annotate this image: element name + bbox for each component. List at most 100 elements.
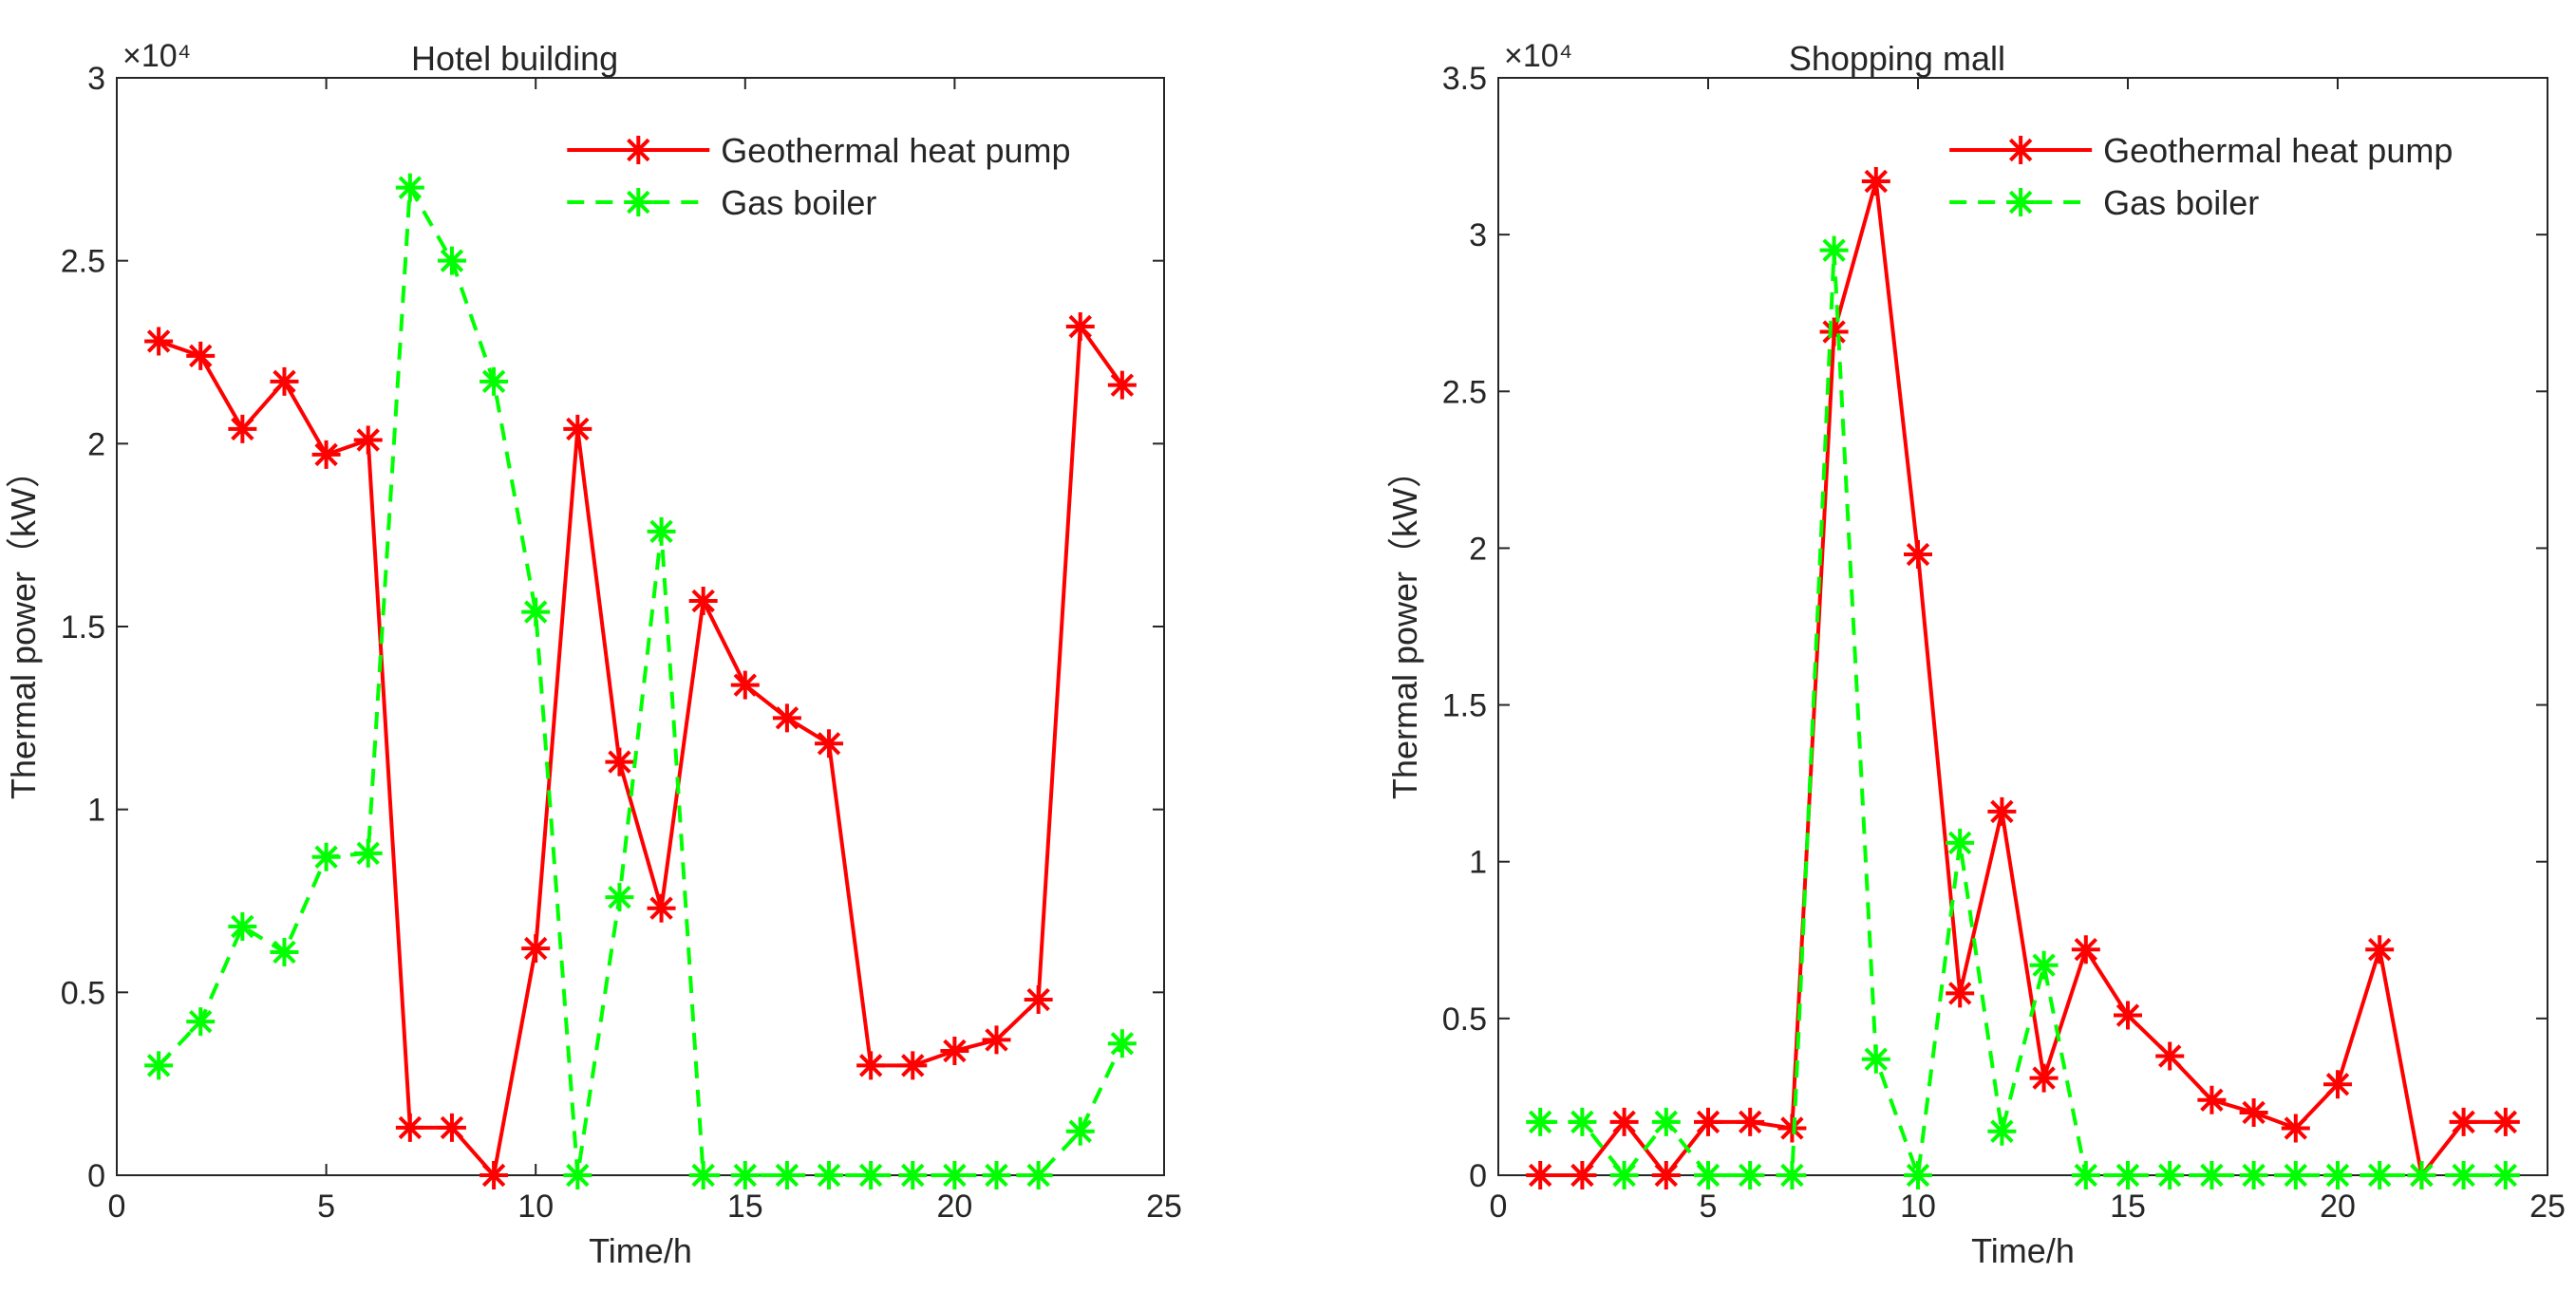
chart1-series-geothermal-heat-pump-point-15 <box>2114 1001 2142 1030</box>
chart0-ytick-label-1-5: 1.5 <box>61 609 105 646</box>
chart1-series-gas-boiler-point-1 <box>1526 1107 1555 1136</box>
chart1-ytick-label-0-5: 0.5 <box>1442 1002 1487 1038</box>
chart1-series-geothermal-heat-pump-point-1 <box>1526 1161 1555 1189</box>
chart0-series-gas-boiler-point-9 <box>479 366 509 396</box>
chart0-legend-geothermal-heat-pump-marker <box>624 136 653 164</box>
chart0-legend-gas-boiler: Gas boiler <box>567 183 876 222</box>
chart1-series-geothermal-heat-pump-point-7 <box>1777 1114 1807 1143</box>
chart0-series-geothermal-heat-pump-point-7 <box>395 1113 424 1142</box>
chart0-series-geothermal-heat-pump-point-8 <box>437 1113 466 1142</box>
chart1-series-gas-boiler-point-16 <box>2155 1161 2185 1189</box>
chart1-series-geothermal-heat-pump-point-20 <box>2323 1070 2352 1099</box>
chart0-series-geothermal-heat-pump-point-16 <box>772 703 801 733</box>
chart0-series-gas-boiler-point-17 <box>815 1161 844 1189</box>
chart0-series-geothermal-heat-pump-point-19 <box>898 1051 928 1080</box>
chart1-series-gas-boiler-point-18 <box>2239 1161 2268 1189</box>
chart0-series-geothermal-heat-pump-point-23 <box>1065 312 1095 342</box>
chart1-series-gas-boiler <box>1526 235 2520 1189</box>
chart1-series-geothermal-heat-pump-point-10 <box>1904 540 1932 570</box>
chart0-ytick-label-3: 3 <box>87 61 105 97</box>
chart0-title: Hotel building <box>411 39 618 78</box>
chart1-series-gas-boiler-point-23 <box>2449 1161 2478 1189</box>
chart1-ytick-label-1: 1 <box>1469 845 1487 881</box>
chart1-series-geothermal-heat-pump-point-4 <box>1651 1161 1681 1189</box>
chart1-xtick-label-0: 0 <box>1490 1189 1508 1225</box>
chart0-series-geothermal-heat-pump-point-9 <box>479 1161 509 1189</box>
chart0-series-geothermal-heat-pump-point-14 <box>688 587 718 616</box>
chart0-series-geothermal-heat-pump-point-11 <box>563 414 592 443</box>
chart1-series-geothermal-heat-pump-point-16 <box>2155 1041 2185 1071</box>
chart0-series-geothermal-heat-pump-point-10 <box>521 934 551 964</box>
chart1-series-geothermal-heat-pump <box>1526 166 2520 1189</box>
chart1-ytick-label-3: 3 <box>1469 217 1487 253</box>
chart-hotel-building: 0 5 10 15 20 25 0 0.5 1 1.5 2 2.5 3 ×10⁴ Hotel buildin… <box>4 38 1182 1270</box>
chart1-series-geothermal-heat-pump-point-5 <box>1694 1107 1722 1136</box>
chart1-ytick-label-1-5: 1.5 <box>1442 688 1487 724</box>
chart0-series-gas-boiler-point-1 <box>144 1051 174 1080</box>
chart0-xtick-label-25: 25 <box>1146 1189 1182 1225</box>
chart0-xlabel: Time/h <box>589 1231 692 1270</box>
chart1-series-geothermal-heat-pump-point-24 <box>2491 1107 2520 1136</box>
chart0-series-geothermal-heat-pump-point-4 <box>270 366 299 396</box>
chart0-series-gas-boiler-point-21 <box>982 1161 1011 1189</box>
chart0-series-gas-boiler-point-11 <box>563 1161 592 1189</box>
chart1-series-geothermal-heat-pump-point-12 <box>1987 796 2017 826</box>
chart0-series-gas-boiler-point-24 <box>1107 1029 1137 1058</box>
chart1-series-gas-boiler-point-10 <box>1904 1161 1932 1189</box>
chart0-ytick-label-0-5: 0.5 <box>61 975 105 1011</box>
chart0-plot-frame <box>116 77 1165 1176</box>
chart0-series-geothermal-heat-pump-point-15 <box>730 670 760 700</box>
chart0-series-gas-boiler-point-5 <box>311 842 341 871</box>
chart1-series-gas-boiler-point-5 <box>1694 1161 1722 1189</box>
chart0-series-geothermal-heat-pump-point-5 <box>311 440 341 469</box>
chart0-series-geothermal-heat-pump-point-18 <box>856 1051 886 1080</box>
chart1-ylabel: Thermal power（kW） <box>1385 454 1424 799</box>
chart0-series-gas-boiler-point-2 <box>186 1007 216 1037</box>
chart1-series-gas-boiler-line <box>1540 248 2506 1177</box>
chart0-series-geothermal-heat-pump-point-1 <box>144 327 174 356</box>
chart0-series-gas-boiler-line <box>157 185 1124 1177</box>
chart0-series-gas-boiler-point-12 <box>605 883 634 912</box>
chart1-series-geothermal-heat-pump-point-19 <box>2281 1114 2310 1143</box>
chart0-series-geothermal-heat-pump-point-22 <box>1024 985 1053 1015</box>
chart1-ytick-label-2: 2 <box>1469 531 1487 567</box>
chart1-xtick-label-20: 20 <box>2320 1189 2356 1225</box>
chart0-xtick-label-5: 5 <box>317 1189 335 1225</box>
chart0-series-gas-boiler-point-10 <box>521 597 551 627</box>
chart1-legend-gas-boiler-marker <box>2006 188 2036 216</box>
chart0-legend-geothermal-heat-pump: Geothermal heat pump <box>567 131 1071 170</box>
chart1-xlabel: Time/h <box>1971 1231 2075 1270</box>
chart1-series-gas-boiler-point-6 <box>1736 1161 1765 1189</box>
chart1-xtick-label-25: 25 <box>2529 1189 2566 1225</box>
chart0-xtick-label-0: 0 <box>108 1189 126 1225</box>
chart0-series-geothermal-heat-pump-point-21 <box>982 1025 1011 1055</box>
chart0-exponent-label: ×10⁴ <box>122 38 191 74</box>
chart1-series-gas-boiler-point-20 <box>2323 1161 2352 1189</box>
chart1-series-geothermal-heat-pump-point-21 <box>2365 935 2395 964</box>
chart1-legend-geothermal-heat-pump: Geothermal heat pump <box>1949 131 2453 170</box>
chart1-series-gas-boiler-point-21 <box>2365 1161 2395 1189</box>
chart1-series-geothermal-heat-pump-line <box>1540 178 2506 1177</box>
chart0-xtick-label-20: 20 <box>936 1189 972 1225</box>
chart1-series-geothermal-heat-pump-point-17 <box>2197 1085 2227 1114</box>
chart1-series-geothermal-heat-pump-point-8 <box>1819 317 1849 346</box>
chart0-legend-geothermal-heat-pump-label: Geothermal heat pump <box>721 131 1070 170</box>
chart1-plot-frame <box>1497 77 2548 1176</box>
chart1-series-gas-boiler-point-15 <box>2114 1161 2142 1189</box>
chart1-series-gas-boiler-point-12 <box>1987 1116 2017 1146</box>
chart1-series-gas-boiler-point-24 <box>2491 1161 2520 1189</box>
chart0-ytick-label-2-5: 2.5 <box>61 244 105 280</box>
chart1-series-geothermal-heat-pump-point-23 <box>2449 1107 2478 1136</box>
chart0-series-geothermal-heat-pump-point-12 <box>605 747 634 777</box>
chart1-series-gas-boiler-point-7 <box>1777 1161 1807 1189</box>
chart0-ylabel: Thermal power（kW） <box>4 454 43 799</box>
chart-shopping-mall: 0 5 10 15 20 25 0 0.5 1 1.5 2 2.5 3 3.5 ×10⁴ Shopping m… <box>1385 38 2566 1270</box>
chart0-xtick-label-15: 15 <box>727 1189 763 1225</box>
chart1-series-gas-boiler-point-22 <box>2407 1161 2436 1189</box>
chart1-series-gas-boiler-point-2 <box>1568 1107 1597 1136</box>
chart1-xtick-label-5: 5 <box>1700 1189 1718 1225</box>
chart1-series-gas-boiler-point-19 <box>2281 1161 2310 1189</box>
chart0-series-gas-boiler-point-23 <box>1065 1116 1095 1146</box>
chart0-legend-gas-boiler-marker <box>624 188 653 216</box>
